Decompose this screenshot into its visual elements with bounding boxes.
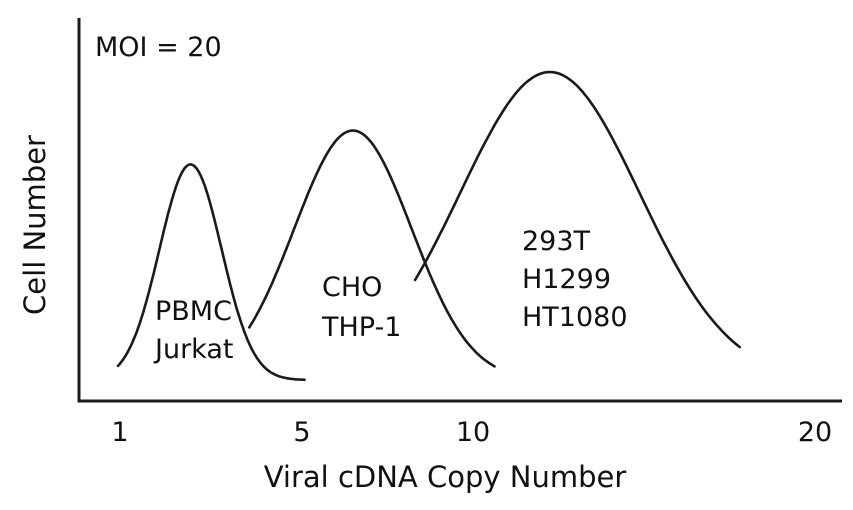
x-axis-label: Viral cDNA Copy Number: [264, 460, 627, 494]
series-label-cho: CHO: [322, 272, 382, 303]
x-tick-label: 20: [798, 417, 832, 448]
distribution-curve-1: [116, 163, 306, 381]
series-label-pbmc: PBMC: [155, 296, 232, 327]
x-tick-label: 1: [111, 417, 128, 448]
series-label-jurkat: Jurkat: [153, 334, 233, 365]
y-axis-label: Cell Number: [18, 135, 52, 315]
series-label-thp-1: THP-1: [321, 312, 401, 343]
distribution-curve-3: [413, 70, 742, 349]
series-label-293t: 293T: [522, 226, 591, 257]
moi-annotation: MOI = 20: [95, 32, 222, 63]
distribution-curve-2: [248, 129, 496, 368]
curves-group: [116, 70, 742, 381]
series-label-h1299: H1299: [522, 264, 611, 295]
x-tick-label: 5: [293, 417, 310, 448]
x-tick-labels: 1 5 10 20: [111, 417, 832, 448]
series-label-ht1080: HT1080: [522, 302, 628, 333]
x-tick-label: 10: [456, 417, 490, 448]
series-labels: PBMC Jurkat CHO THP-1 293T H1299 HT1080: [153, 226, 628, 365]
